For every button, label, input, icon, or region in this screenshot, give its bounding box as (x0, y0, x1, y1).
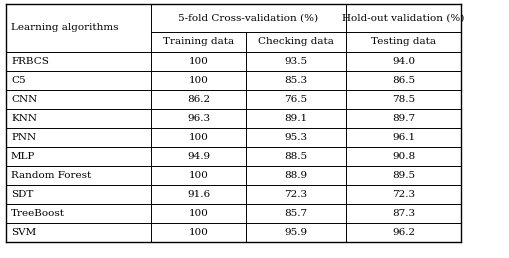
Text: Learning algorithms: Learning algorithms (11, 23, 119, 33)
Text: 85.3: 85.3 (285, 76, 307, 85)
Text: 100: 100 (188, 133, 209, 142)
Text: 88.9: 88.9 (285, 171, 307, 180)
Text: 100: 100 (188, 76, 209, 85)
Text: 76.5: 76.5 (285, 95, 307, 104)
Text: PNN: PNN (11, 133, 36, 142)
Text: 87.3: 87.3 (392, 209, 415, 218)
Text: 100: 100 (188, 57, 209, 66)
Text: 96.1: 96.1 (392, 133, 415, 142)
Text: 72.3: 72.3 (392, 190, 415, 199)
Text: 96.2: 96.2 (392, 228, 415, 237)
Text: 89.1: 89.1 (285, 114, 307, 123)
Text: MLP: MLP (11, 152, 35, 161)
Text: 85.7: 85.7 (285, 209, 307, 218)
Text: 89.7: 89.7 (392, 114, 415, 123)
Text: 5-fold Cross-validation (%): 5-fold Cross-validation (%) (179, 13, 319, 22)
Text: Hold-out validation (%): Hold-out validation (%) (343, 13, 465, 22)
Text: 72.3: 72.3 (285, 190, 307, 199)
Text: SDT: SDT (11, 190, 34, 199)
Text: 94.9: 94.9 (187, 152, 210, 161)
Text: 100: 100 (188, 228, 209, 237)
Text: 86.2: 86.2 (187, 95, 210, 104)
Text: FRBCS: FRBCS (11, 57, 49, 66)
Text: Random Forest: Random Forest (11, 171, 91, 180)
Text: 88.5: 88.5 (285, 152, 307, 161)
Text: TreeBoost: TreeBoost (11, 209, 65, 218)
Text: 100: 100 (188, 171, 209, 180)
Text: 100: 100 (188, 209, 209, 218)
Text: 95.3: 95.3 (285, 133, 307, 142)
Text: 93.5: 93.5 (285, 57, 307, 66)
Text: KNN: KNN (11, 114, 37, 123)
Text: 86.5: 86.5 (392, 76, 415, 85)
Text: Checking data: Checking data (258, 37, 334, 46)
Text: SVM: SVM (11, 228, 36, 237)
Text: 96.3: 96.3 (187, 114, 210, 123)
Text: 94.0: 94.0 (392, 57, 415, 66)
Text: Testing data: Testing data (371, 37, 436, 46)
Text: 89.5: 89.5 (392, 171, 415, 180)
Text: 95.9: 95.9 (285, 228, 307, 237)
Text: 91.6: 91.6 (187, 190, 210, 199)
Text: 78.5: 78.5 (392, 95, 415, 104)
Text: 90.8: 90.8 (392, 152, 415, 161)
Text: C5: C5 (11, 76, 25, 85)
Text: CNN: CNN (11, 95, 37, 104)
Text: Training data: Training data (163, 37, 234, 46)
